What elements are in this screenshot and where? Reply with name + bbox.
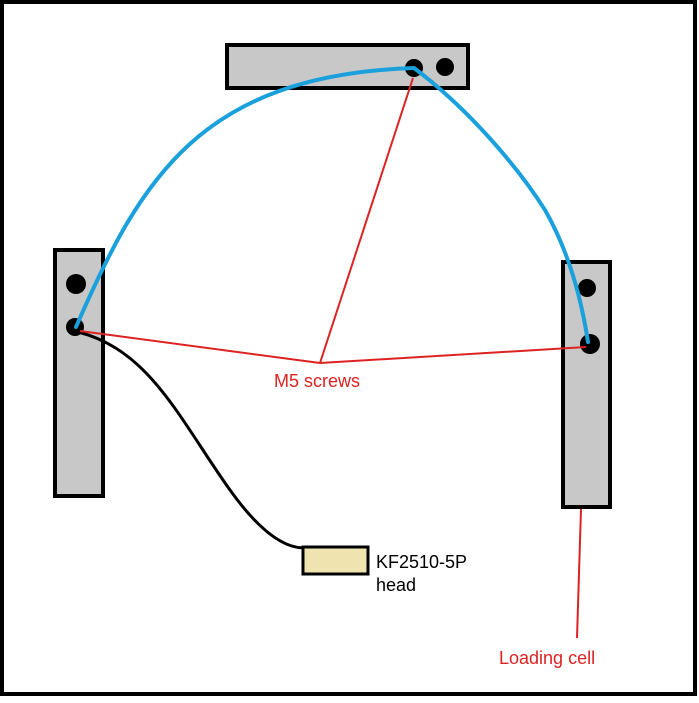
connector-head (301, 545, 370, 576)
m5-screws-label: M5 screws (274, 371, 360, 391)
top-mount-bar (225, 43, 470, 90)
connector-label-line2: head (376, 575, 416, 595)
screw-pointer-left (79, 330, 321, 364)
right-mount-bar (561, 260, 612, 509)
screw-pointer-top (319, 77, 414, 364)
black-wire (76, 330, 306, 550)
load-cell-pointer (576, 508, 582, 639)
right-bar-hole-lower (580, 334, 600, 354)
connector-label-line1: KF2510-5P (376, 552, 467, 572)
blue-wire (74, 65, 590, 344)
loading-cell-label: Loading cell (499, 648, 595, 668)
screw-pointer-right (319, 346, 587, 364)
top-bar-hole-right (436, 58, 454, 76)
right-bar-hole-upper (578, 279, 596, 297)
left-bar-hole-upper (66, 274, 86, 294)
